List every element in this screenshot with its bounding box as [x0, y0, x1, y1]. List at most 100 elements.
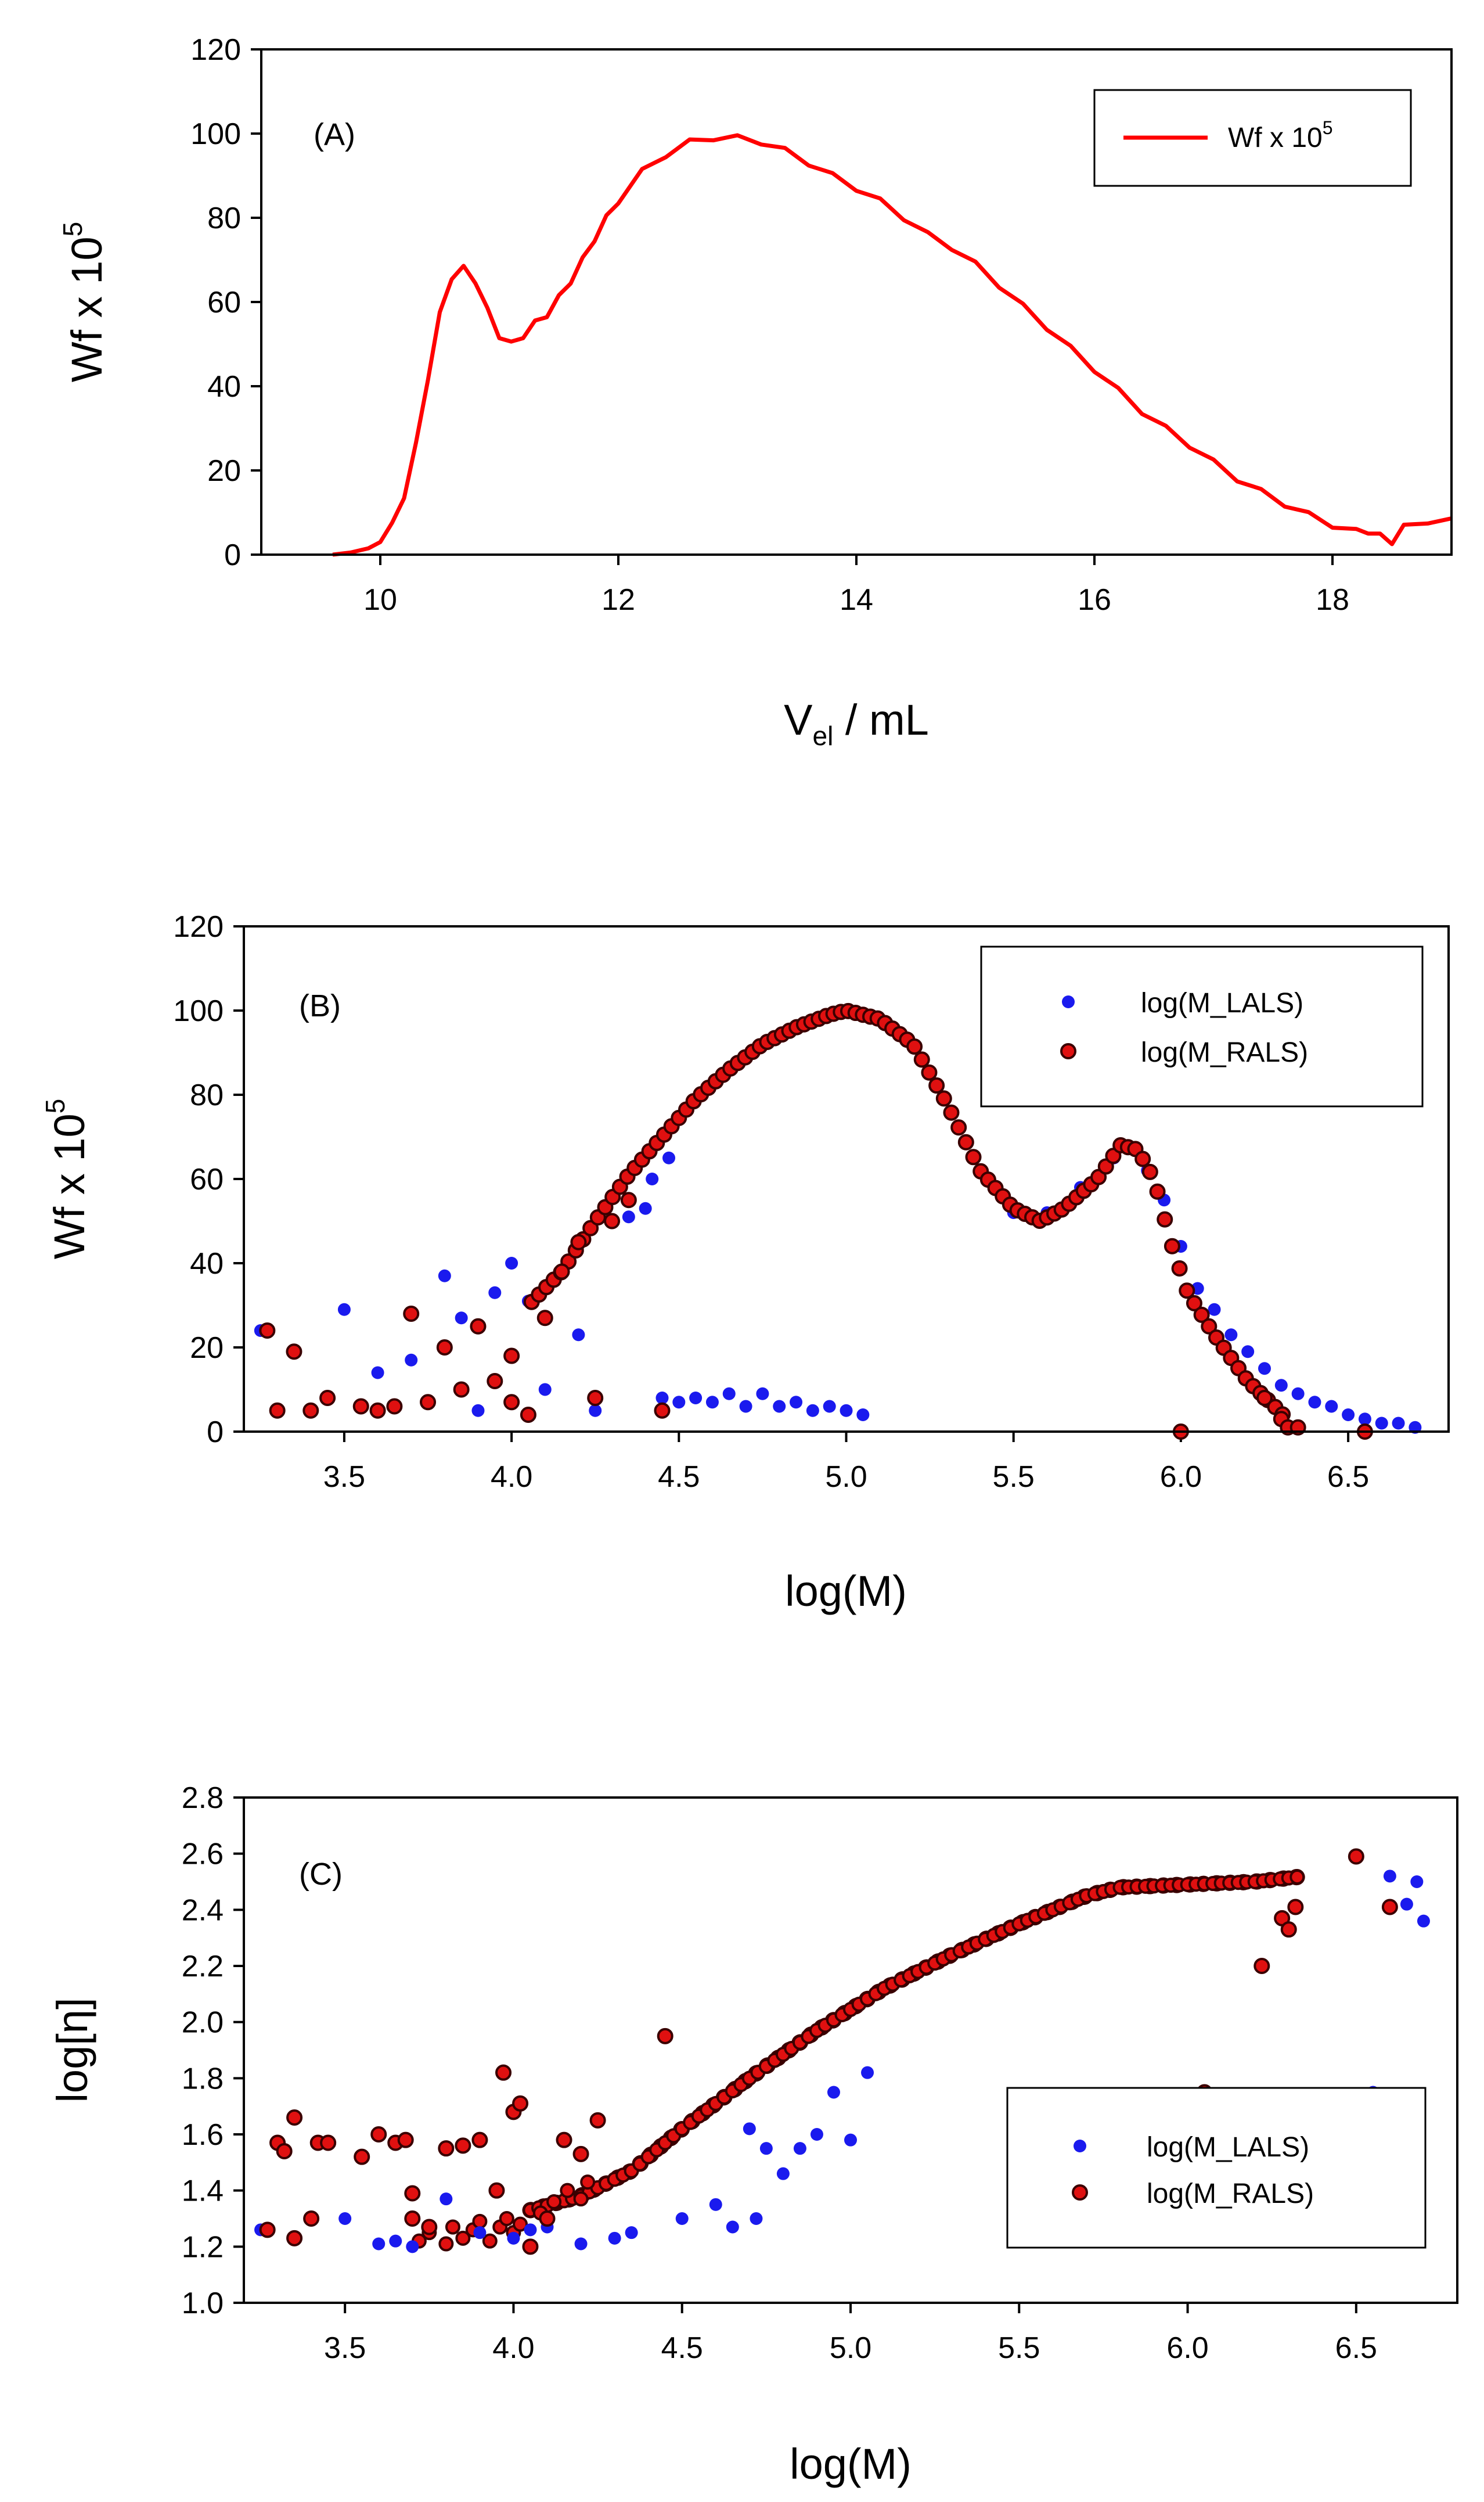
panel-b-rals-point — [553, 1263, 570, 1280]
panel-c-rals-point — [421, 2219, 438, 2235]
panel-b-lals-point — [589, 1404, 602, 1417]
panel-c-y-tick-label: 1.8 — [182, 2062, 224, 2095]
panel-a-legend: Wf x 105 — [1093, 89, 1412, 187]
panel-b-lals-point — [1291, 1387, 1305, 1400]
panel-c-rals-point — [404, 2210, 421, 2227]
panel-c-y-axis-title: log[η] — [48, 1997, 96, 2102]
panel-b-rals-curve-point — [906, 1038, 923, 1055]
panel-b-lals-point — [1224, 1328, 1238, 1342]
panel-b-y-tick-label: 20 — [190, 1331, 224, 1365]
panel-b-label: (B) — [299, 988, 341, 1023]
panel-b-rals-point — [536, 1310, 553, 1327]
panel-b-plot-frame — [243, 925, 1450, 1433]
panel-b-rals-curve-point — [943, 1104, 960, 1121]
panel-b-rals-point — [1256, 1390, 1273, 1406]
panel-c-lals-point — [776, 2167, 790, 2180]
panel-c-legend-lals-label: log(M_LALS) — [1147, 2132, 1309, 2163]
panel-b-rals-point — [520, 1407, 536, 1423]
panel-b-x-tick-label: 4.0 — [491, 1460, 532, 1494]
panel-c-lals-point — [827, 2086, 840, 2099]
panel-b-rals-curve-point — [928, 1077, 945, 1094]
panel-b-lals-point — [1274, 1379, 1288, 1392]
panel-c-rals-point — [370, 2126, 387, 2142]
panel-a-gridticks: 10 12 14 16 18 0 20 40 60 80 100 120 — [190, 33, 1349, 617]
panel-b-rals-curve-point — [1171, 1260, 1188, 1277]
panel-c-lals-point — [1417, 1914, 1430, 1928]
panel-b-rals-curve-point — [1141, 1163, 1158, 1180]
panel-b-rals-point — [352, 1398, 369, 1415]
panel-c-y-tick-label: 1.0 — [182, 2287, 224, 2320]
panel-b-x-tick-label: 3.5 — [323, 1460, 365, 1494]
panel-c-rals-point — [1348, 1848, 1364, 1865]
panel-c-lals-point — [743, 2122, 756, 2136]
panel-a-y-axis-title: Wf x 105 — [57, 222, 111, 382]
panel-c-plot-frame — [243, 1796, 1458, 2304]
panel-b-lals-point — [806, 1404, 819, 1417]
panel-c-label: (C) — [299, 1857, 343, 1892]
panel-c-rals-point — [522, 2238, 539, 2255]
panel-c-rals-cluster-point — [472, 2213, 488, 2229]
panel-a: 10 12 14 16 18 0 20 40 60 80 100 120 (A) Wf x 105 W… — [57, 33, 1453, 751]
panel-c-rals-cluster-point — [482, 2233, 498, 2249]
panel-c-rals-cluster-point — [573, 2191, 589, 2207]
panel-c-rals-point — [320, 2134, 337, 2151]
panel-c-lals-point — [759, 2142, 773, 2155]
panel-c-rals-cluster-point — [445, 2219, 460, 2235]
panel-a-wf-line — [332, 133, 1452, 557]
panel-c: 3.5 4.0 4.5 5.0 5.5 6.0 6.5 1.0 1.2 1.4 1.6 1.8 2.0 2… — [48, 1781, 1458, 2488]
panel-c-rals-point — [539, 2210, 556, 2227]
panel-c-x-tick-label: 6.0 — [1166, 2331, 1208, 2365]
panel-c-y-tick-label: 2.0 — [182, 2006, 224, 2040]
panel-c-lals-point — [793, 2142, 806, 2155]
panel-c-gridticks: 3.5 4.0 4.5 5.0 5.5 6.0 6.5 1.0 1.2 1.4 1.6 1.8 2.0 2… — [182, 1781, 1377, 2365]
panel-a-x-tick-label: 14 — [840, 583, 873, 617]
panel-b-rals-point — [487, 1373, 503, 1389]
panel-b-y-tick-label: 60 — [190, 1163, 224, 1196]
panel-b-lals-point — [337, 1303, 351, 1316]
panel-c-lals-point — [861, 2066, 874, 2079]
panel-b-rals-point — [259, 1322, 276, 1339]
panel-a-legend-label: Wf x 105 — [1228, 117, 1333, 153]
panel-b-lals-point — [1392, 1417, 1405, 1430]
panel-b-rals-curve-point — [1134, 1151, 1151, 1167]
panel-b-lals-point — [739, 1400, 752, 1413]
panel-b-lals-point — [622, 1210, 635, 1224]
panel-c-lals-point — [726, 2220, 739, 2234]
panel-c-rals-cluster-point — [513, 2216, 528, 2232]
panel-b-lals-point — [655, 1392, 669, 1404]
panel-b-lals-point — [1325, 1400, 1338, 1413]
panel-b-lals-point — [639, 1202, 652, 1215]
panel-b-y-tick-label: 80 — [190, 1079, 224, 1112]
panel-c-rals-cluster-point — [455, 2230, 471, 2246]
panel-b-lals-point — [1258, 1362, 1271, 1375]
panel-b-rals-curve-point — [1164, 1238, 1180, 1254]
panel-c-lals-point — [524, 2223, 537, 2237]
panel-a-y-tick-label: 80 — [207, 202, 241, 235]
panel-c-rals-cluster-point — [438, 2236, 454, 2252]
panel-c-legend-box — [1006, 2087, 1427, 2249]
panel-b: 3.5 4.0 4.5 5.0 5.5 6.0 6.5 0 20 40 60 80 100 120 (B)… — [40, 910, 1450, 1615]
panel-c-y-tick-label: 1.4 — [182, 2174, 224, 2208]
panel-b-y-tick-label: 100 — [173, 994, 224, 1028]
panel-a-x-tick-label: 16 — [1078, 583, 1111, 617]
panel-b-lals-point — [572, 1328, 585, 1342]
panel-b-y-axis-title: Wf x 105 — [40, 1099, 93, 1259]
panel-a-x-tick-label: 10 — [363, 583, 397, 617]
panel-a-y-tick-label: 60 — [207, 286, 241, 319]
panel-b-rals-curve-point — [957, 1134, 974, 1151]
panel-b-lals-point — [840, 1404, 853, 1417]
panel-b-rals-point — [403, 1306, 420, 1322]
panel-c-rals-curve-point — [1290, 1869, 1305, 1885]
panel-b-legend-rals-label: log(M_RALS) — [1141, 1037, 1308, 1068]
panel-c-x-tick-label: 5.0 — [830, 2331, 871, 2365]
panel-b-rals-point — [570, 1234, 587, 1250]
panel-c-rals-point — [488, 2182, 505, 2199]
panel-c-rals-cluster-point — [499, 2211, 514, 2226]
panel-c-lals-point — [844, 2133, 857, 2147]
panel-c-rals-point — [1280, 1921, 1297, 1938]
panel-a-x-tick-label: 18 — [1316, 583, 1349, 617]
panel-b-rals-point — [470, 1318, 487, 1335]
panel-c-x-tick-label: 4.5 — [661, 2331, 703, 2365]
panel-b-x-tick-label: 6.0 — [1160, 1460, 1202, 1494]
